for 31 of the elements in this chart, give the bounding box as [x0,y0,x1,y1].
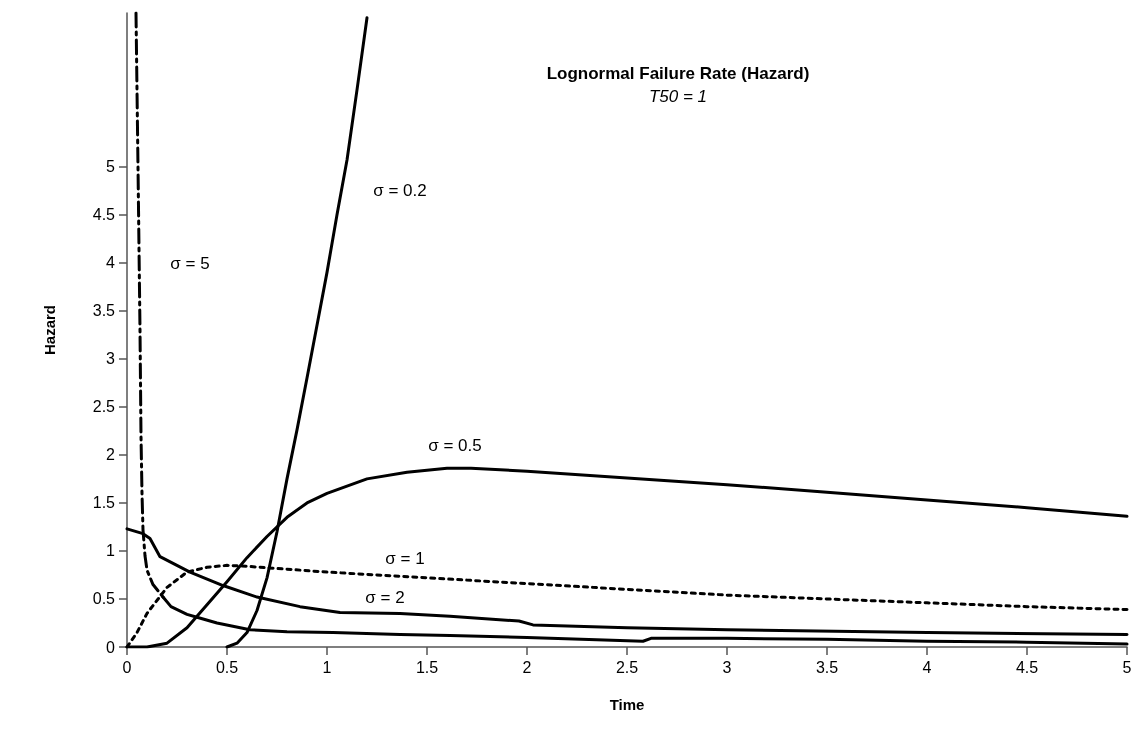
x-tick-label: 4.5 [1015,658,1039,676]
y-tick-label: 2.5 [92,398,116,416]
text: Lognormal Failure Rate (Hazard) [546,64,810,83]
x-tick-label: 1 [322,658,332,676]
x-tick-label: 2 [522,658,532,676]
x-tick-label: 3 [722,658,732,676]
y-axis-title: Hazard [41,304,58,356]
x-tick-label: 0.5 [215,658,239,676]
annotation: σ = 1 [385,548,425,568]
x-tick-label: 1.5 [415,658,439,676]
x-axis-title: Time [609,696,645,713]
x-tick-label: 3.5 [815,658,839,676]
y-tick-label: 4 [106,254,116,272]
y-tick-label: 3.5 [92,302,116,320]
y-tick-label: 1.5 [92,494,116,512]
annotation: σ = 5 [170,253,210,273]
y-tick-label: 0 [106,638,116,656]
x-tick-label: 0 [122,658,132,676]
x-tick-label: 2.5 [615,658,639,676]
y-tick-label: 2 [106,446,116,464]
annotation: σ = 2 [365,587,405,607]
y-tick-label: 5 [106,158,116,176]
annotation: σ = 0.5 [428,435,482,455]
annotation: σ = 0.2 [373,180,427,200]
text: T50 = 1 [648,87,708,106]
y-tick-label: 0.5 [92,590,116,608]
x-tick-label: 4 [922,658,932,676]
y-tick-label: 4.5 [92,206,116,224]
y-tick-label: 1 [106,542,116,560]
x-tick-label: 5 [1122,658,1132,676]
y-tick-label: 3 [106,350,116,368]
